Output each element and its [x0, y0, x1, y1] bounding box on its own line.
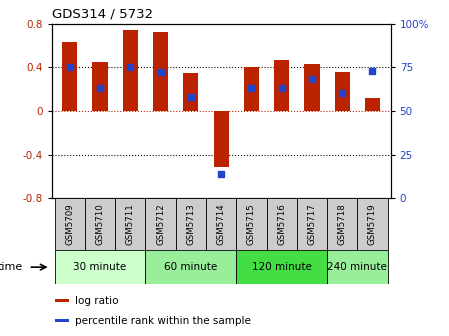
Text: GSM5712: GSM5712	[156, 203, 165, 245]
Bar	[206, 198, 236, 250]
Point	[157, 70, 164, 75]
Text: 120 minute: 120 minute	[252, 262, 312, 272]
Text: GSM5719: GSM5719	[368, 204, 377, 245]
Bar	[297, 198, 327, 250]
Point	[248, 85, 255, 91]
Point	[369, 68, 376, 73]
Bar	[236, 250, 327, 284]
Bar	[304, 64, 320, 111]
Bar	[327, 198, 357, 250]
Bar	[85, 198, 115, 250]
Bar	[123, 30, 138, 111]
Text: GSM5717: GSM5717	[308, 203, 317, 245]
Text: GSM5714: GSM5714	[216, 203, 226, 245]
Bar	[267, 198, 297, 250]
Text: GDS314 / 5732: GDS314 / 5732	[52, 7, 153, 20]
Bar	[357, 198, 387, 250]
Text: GSM5715: GSM5715	[247, 203, 256, 245]
Bar	[62, 42, 77, 111]
Text: 60 minute: 60 minute	[164, 262, 217, 272]
Bar	[274, 59, 289, 111]
Point	[187, 94, 194, 99]
Text: GSM5713: GSM5713	[186, 203, 195, 245]
Point	[339, 91, 346, 96]
Text: GSM5718: GSM5718	[338, 203, 347, 245]
Text: 30 minute: 30 minute	[74, 262, 127, 272]
Text: GSM5716: GSM5716	[277, 203, 286, 245]
Bar	[115, 198, 145, 250]
Bar	[145, 198, 176, 250]
Point	[278, 85, 285, 91]
Bar	[183, 73, 198, 111]
Point	[127, 65, 134, 70]
Point	[218, 171, 225, 176]
Point	[97, 85, 104, 91]
Bar	[145, 250, 236, 284]
Bar	[365, 98, 380, 111]
Text: time: time	[0, 262, 23, 272]
Text: 240 minute: 240 minute	[327, 262, 387, 272]
Text: GSM5709: GSM5709	[65, 204, 74, 245]
Bar	[55, 299, 69, 302]
Text: GSM5711: GSM5711	[126, 203, 135, 245]
Bar	[55, 320, 69, 322]
Bar	[153, 32, 168, 111]
Text: GSM5710: GSM5710	[96, 203, 105, 245]
Bar	[335, 72, 350, 111]
Bar	[55, 198, 85, 250]
Point	[308, 77, 316, 82]
Point	[66, 65, 73, 70]
Bar	[92, 62, 108, 111]
Bar	[214, 111, 229, 167]
Text: log ratio: log ratio	[75, 296, 119, 306]
Text: percentile rank within the sample: percentile rank within the sample	[75, 316, 251, 326]
Bar	[244, 67, 259, 111]
Bar	[55, 250, 145, 284]
Bar	[176, 198, 206, 250]
Bar	[236, 198, 267, 250]
Bar	[327, 250, 387, 284]
